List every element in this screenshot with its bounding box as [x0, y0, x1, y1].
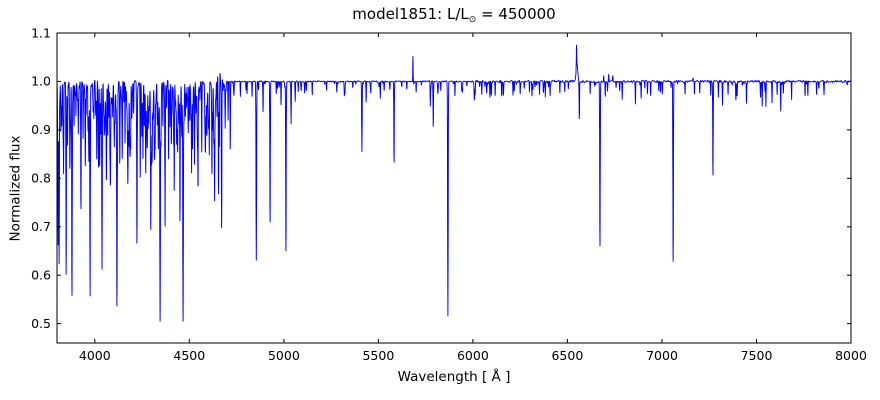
y-tick-label: 0.7 [31, 219, 51, 234]
spectrum-line [56, 44, 852, 322]
x-tick-label: 4000 [79, 348, 111, 363]
y-tick-label: 1.1 [31, 25, 51, 40]
y-tick-label: 0.6 [31, 268, 51, 283]
x-tick-label: 5000 [268, 348, 300, 363]
sun-symbol: ⊙ [468, 15, 477, 25]
x-tick-label: 5500 [362, 348, 394, 363]
x-tick-label: 7000 [646, 348, 678, 363]
y-tick-label: 0.8 [31, 171, 51, 186]
chart-title-main: model1851: L/L [352, 5, 469, 23]
x-tick-label: 6000 [457, 348, 489, 363]
chart-title-value: = 450000 [476, 5, 556, 23]
x-tick-label: 8000 [835, 348, 867, 363]
x-axis-label: Wavelength [ Å ] [397, 369, 511, 385]
x-tick-label: 4500 [173, 348, 205, 363]
plot-frame [56, 32, 852, 344]
y-axis-label: Normalized flux [7, 135, 24, 242]
y-tick-label: 1.0 [31, 74, 51, 89]
chart-title: model1851: L/L⊙ = 450000 [57, 5, 851, 25]
x-tick-label: 7500 [741, 348, 773, 363]
y-tick-label: 0.5 [31, 316, 51, 331]
y-tick-label: 0.9 [31, 122, 51, 137]
x-tick-label: 6500 [551, 348, 583, 363]
